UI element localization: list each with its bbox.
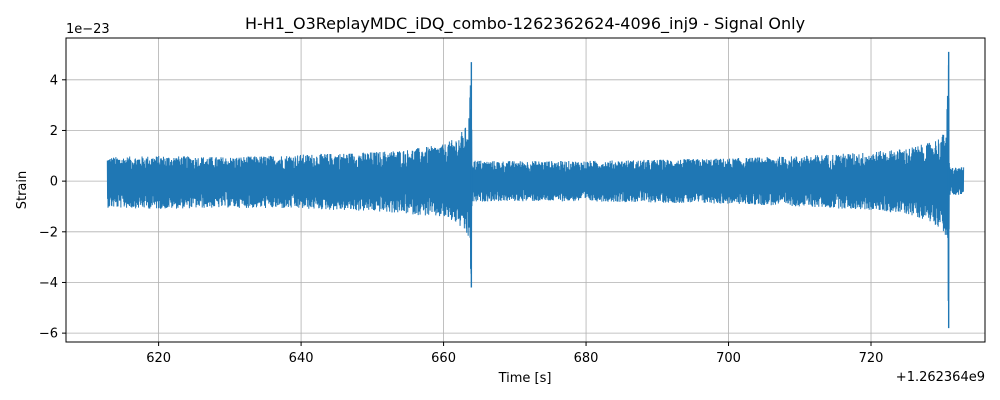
x-axis-label: Time [s] — [498, 371, 552, 386]
y-tick-label: 4 — [50, 73, 58, 88]
chart-title: H-H1_O3ReplayMDC_iDQ_combo-1262362624-40… — [245, 14, 805, 34]
x-tick-label: 680 — [574, 351, 599, 366]
y-scale-label: 1e−23 — [66, 22, 110, 37]
y-tick-label: 2 — [50, 124, 58, 139]
signal-trace — [106, 65, 965, 301]
x-tick-label: 660 — [431, 351, 456, 366]
y-tick-label: −6 — [39, 327, 58, 342]
x-tick-label: 640 — [289, 351, 314, 366]
signal-series — [106, 51, 965, 329]
plot-frame — [65, 37, 986, 343]
y-axis: −6 −4 −2 0 2 4 — [39, 73, 66, 342]
x-tick-label: 720 — [859, 351, 884, 366]
x-axis: 620 640 660 680 700 720 — [146, 342, 883, 366]
x-offset-label: +1.262364e9 — [896, 370, 985, 385]
x-tick-label: 700 — [716, 351, 741, 366]
y-tick-label: −4 — [39, 276, 58, 291]
x-tick-label: 620 — [146, 351, 171, 366]
y-tick-label: 0 — [50, 175, 58, 190]
y-tick-label: −2 — [39, 225, 58, 240]
y-axis-label: Strain — [15, 171, 30, 210]
